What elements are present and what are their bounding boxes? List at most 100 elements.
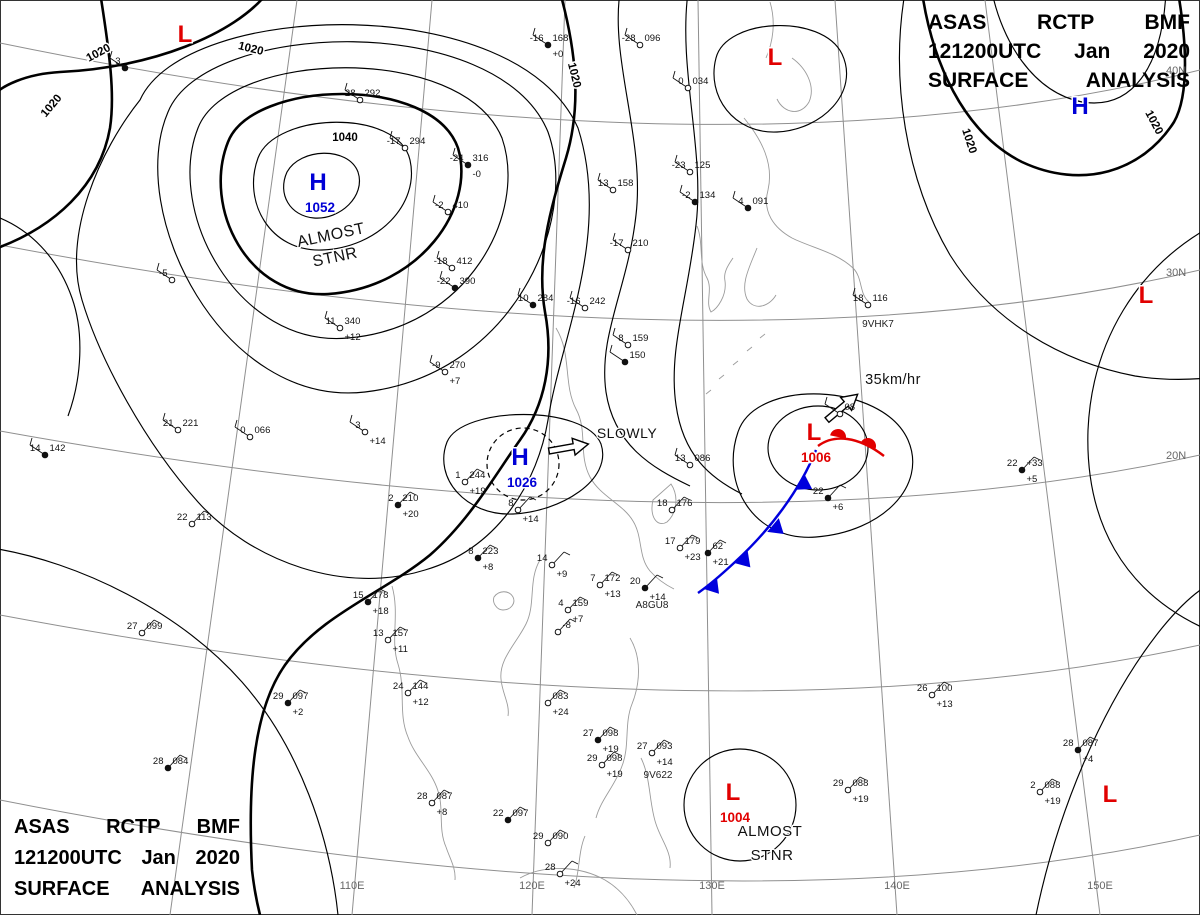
latitude-line-40n	[0, 42, 1200, 125]
pressure-center-h-1026: H 1026	[505, 443, 539, 492]
station-pressure: 098	[603, 728, 619, 739]
lon-label: 120E	[519, 880, 545, 892]
pressure-center-l: L	[766, 43, 784, 73]
station-plot: -5	[156, 262, 176, 284]
pressure-value: 1004	[720, 810, 751, 825]
wind-barb-tick	[563, 551, 571, 556]
station-pressure: 210	[633, 238, 649, 249]
pressure-center-l: L	[176, 20, 194, 50]
station-circle	[121, 64, 129, 72]
station-plot: 0 034	[672, 70, 709, 92]
station-tendency: +23	[685, 552, 701, 563]
low-symbol: L	[768, 44, 783, 71]
station-plot: -16 168 +0	[530, 27, 568, 60]
station-temp: 8	[468, 546, 473, 557]
station-tendency: +21	[713, 557, 729, 568]
isobar-ring-outer	[75, 24, 590, 579]
wind-barb-tick	[597, 172, 601, 181]
isobar-line	[1035, 589, 1200, 915]
wind-barb-tick	[824, 396, 828, 405]
wind-barb-tick	[344, 82, 348, 91]
station-plot: -18 412	[434, 250, 473, 272]
station-pressure: 412	[457, 256, 473, 267]
station-temp: 14	[30, 443, 41, 454]
station-pressure: 340	[345, 316, 361, 327]
station-circle	[636, 41, 644, 49]
station-temp: 8	[508, 498, 513, 509]
wind-barb-tick	[29, 437, 33, 446]
wind-barb-tick	[559, 829, 567, 834]
isobar-line	[673, 0, 743, 495]
station-plot: 8 +14	[508, 496, 539, 525]
wind-barb-tick	[389, 130, 393, 139]
station-circle	[188, 520, 196, 528]
ship-id: A8GU8	[636, 600, 669, 611]
wind-barb-tick	[1051, 778, 1059, 783]
station-pressure: 244	[470, 470, 486, 481]
station-circle	[624, 246, 632, 254]
station-pressure: +33	[1027, 458, 1043, 469]
station-plot: -2 410	[432, 194, 468, 216]
title-block-bottom-left: ASAS RCTP BMF 121200UTC Jan 2020 SURFACE…	[14, 812, 240, 905]
station-plot: 22 097	[493, 806, 528, 824]
lat-label: 20N	[1166, 450, 1186, 462]
wind-barb-tick	[489, 544, 497, 549]
latitude-line-30n	[0, 244, 1200, 321]
station-tendency: +8	[483, 562, 494, 573]
station-temp: 28	[345, 88, 356, 99]
isobar-1040-thick	[219, 92, 463, 296]
warm-front-semicircle	[830, 429, 846, 439]
wind-barb-tick	[609, 726, 617, 731]
station-tendency: +7	[573, 614, 584, 625]
wind-barb-tick	[663, 739, 671, 744]
station-plot: 29 098 +19	[587, 751, 623, 780]
station-temp: 27	[637, 741, 648, 752]
coastline-indochina	[391, 585, 456, 881]
station-plot: -28 096	[622, 27, 660, 49]
station-pressure: 178	[373, 590, 389, 601]
station-circle	[284, 699, 292, 707]
station-temp: 22	[1007, 458, 1018, 469]
wind-barb-tick	[691, 534, 699, 539]
station-temp: -17	[387, 136, 401, 147]
wind-barb-tick	[156, 262, 160, 271]
station-pressure: 284	[538, 293, 554, 304]
station-plot: 4 159 +7	[558, 596, 588, 625]
wind-barb-tick	[439, 270, 443, 279]
isobar-around-low-1006	[767, 405, 869, 491]
station-plot: 18 176	[657, 496, 692, 514]
station-circle	[544, 839, 552, 847]
station-tendency: +2	[293, 707, 304, 718]
low-symbol: L	[178, 21, 193, 48]
station-plot: -22 390	[437, 270, 475, 292]
station-circle	[164, 764, 172, 772]
wind-barb-tick	[672, 70, 676, 79]
station-tendency: +6	[833, 502, 844, 513]
station-temp: -17	[610, 238, 624, 249]
cold-front-triangle	[703, 577, 719, 594]
coastline-ryukyu-islands	[705, 333, 766, 395]
station-temp: 27	[127, 621, 138, 632]
station-circle	[598, 761, 606, 769]
station-plot: 20 +14	[630, 574, 666, 603]
station-circle	[246, 433, 254, 441]
station-temp: -16	[530, 33, 544, 44]
isobar-around-low-1004	[683, 748, 797, 862]
wind-barb-tick	[839, 484, 847, 489]
coastline-philippines	[573, 637, 671, 889]
station-pressure: 294	[410, 136, 426, 147]
wind-barb-tick	[379, 588, 387, 593]
station-pressure: 034	[693, 76, 709, 87]
low-symbol: L	[1139, 282, 1154, 309]
station-pressure: 093	[657, 741, 673, 752]
station-plot: 22 +6	[813, 484, 847, 513]
isobar-label: 1020	[39, 92, 65, 119]
wind-barb-tick	[349, 414, 353, 423]
station-temp: 13	[675, 453, 686, 464]
coastline-japan	[743, 1, 870, 307]
station-circle	[529, 301, 537, 309]
station-pressure: 125	[695, 160, 711, 171]
wind-barb-tick	[1033, 456, 1041, 461]
coastlines	[391, 1, 870, 915]
